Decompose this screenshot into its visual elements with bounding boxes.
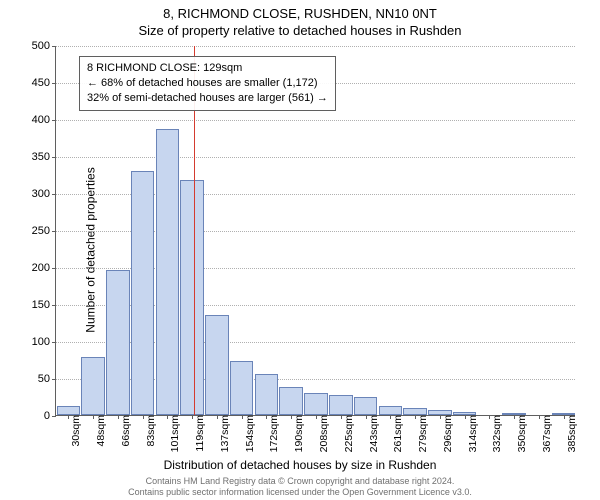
footer-line: Contains public sector information licen… [0,487,600,498]
y-tick-mark [52,268,56,269]
histogram-bar [156,129,180,415]
histogram-bar [230,361,254,415]
x-axis-label: Distribution of detached houses by size … [0,458,600,472]
histogram-bar [279,387,303,415]
x-tick-label: 190sqm [287,415,305,452]
x-tick-label: 83sqm [139,415,157,447]
x-tick-label: 154sqm [238,415,256,452]
x-tick-label: 172sqm [262,415,280,452]
chart-plot-area: 05010015020025030035040045050030sqm48sqm… [55,46,575,416]
histogram-bar [304,393,328,415]
histogram-bar [354,397,378,415]
chart-title-sub: Size of property relative to detached ho… [0,21,600,38]
histogram-bar [180,180,204,415]
gridline [56,120,575,121]
gridline [56,46,575,47]
annotation-box: 8 RICHMOND CLOSE: 129sqm ← 68% of detach… [79,56,336,111]
y-tick-mark [52,194,56,195]
histogram-bar [379,406,403,415]
x-tick-label: 243sqm [362,415,380,452]
x-tick-label: 385sqm [560,415,578,452]
y-tick-mark [52,120,56,121]
x-tick-label: 30sqm [64,415,82,447]
x-tick-label: 137sqm [213,415,231,452]
footer-attribution: Contains HM Land Registry data © Crown c… [0,476,600,499]
chart-title-main: 8, RICHMOND CLOSE, RUSHDEN, NN10 0NT [0,0,600,21]
x-tick-label: 66sqm [114,415,132,447]
x-tick-label: 296sqm [436,415,454,452]
x-tick-label: 350sqm [510,415,528,452]
x-tick-label: 225sqm [337,415,355,452]
x-tick-label: 367sqm [535,415,553,452]
y-tick-mark [52,83,56,84]
y-tick-mark [52,305,56,306]
x-tick-label: 279sqm [411,415,429,452]
y-tick-mark [52,231,56,232]
gridline [56,157,575,158]
histogram-bar [403,408,427,415]
histogram-bar [205,315,229,415]
x-tick-label: 314sqm [461,415,479,452]
histogram-bar [329,395,353,415]
annotation-line: 8 RICHMOND CLOSE: 129sqm [87,61,328,76]
x-tick-label: 119sqm [188,415,206,452]
annotation-line: ← 68% of detached houses are smaller (1,… [87,76,328,91]
y-tick-mark [52,416,56,417]
histogram-bar [106,270,130,415]
histogram-bar [255,374,279,415]
x-tick-label: 48sqm [89,415,107,447]
y-tick-mark [52,342,56,343]
x-tick-label: 101sqm [163,415,181,452]
x-tick-label: 261sqm [386,415,404,452]
histogram-bar [131,171,155,415]
footer-line: Contains HM Land Registry data © Crown c… [0,476,600,487]
histogram-bar [81,357,105,415]
x-tick-label: 332sqm [485,415,503,452]
y-tick-mark [52,157,56,158]
annotation-line: 32% of semi-detached houses are larger (… [87,91,328,106]
y-tick-mark [52,46,56,47]
x-tick-label: 208sqm [312,415,330,452]
y-tick-mark [52,379,56,380]
